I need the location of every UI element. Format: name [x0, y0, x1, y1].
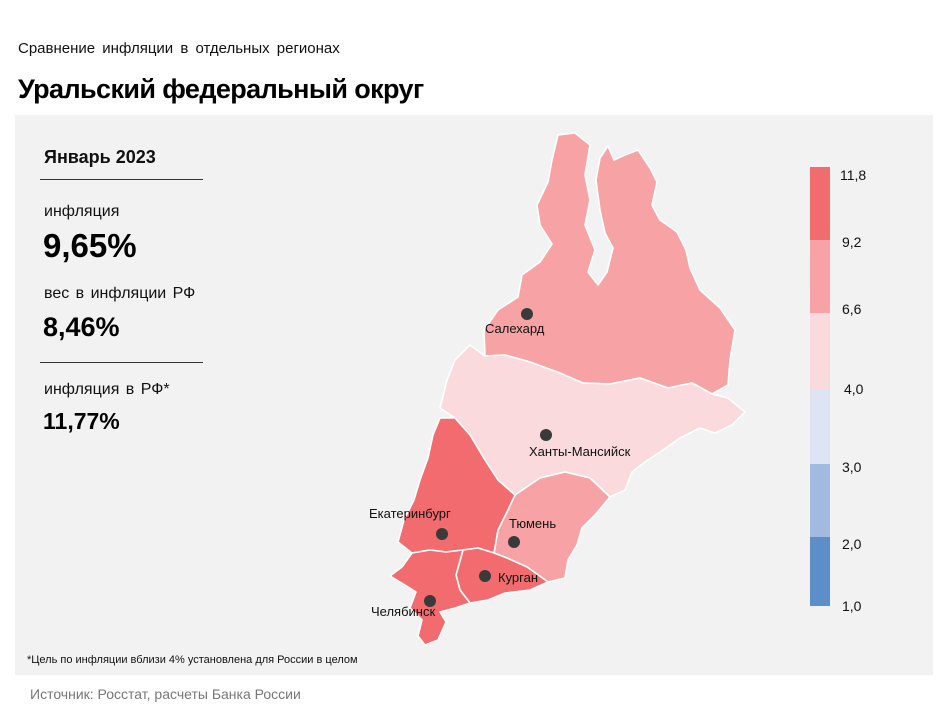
legend-swatch-3 [810, 389, 830, 464]
kurgan-dot [479, 570, 491, 582]
divider-top [40, 179, 203, 180]
rf-inflation-value: 11,77% [43, 408, 120, 434]
legend-swatch-5 [810, 537, 830, 606]
legend-label-11-8: 11,8 [840, 167, 866, 183]
period-label: Январь 2023 [44, 147, 156, 167]
source-note: Источник: Росстат, расчеты Банка России [30, 686, 301, 702]
tyumen-label: Тюмень [509, 516, 556, 531]
legend-label-3-0: 3,0 [842, 459, 862, 475]
tyumen-dot [508, 536, 520, 548]
legend-swatch-2 [810, 313, 830, 389]
khanty-mansiysk-dot [540, 429, 552, 441]
rf-inflation-label: инфляция в РФ* [44, 381, 170, 398]
legend-label-9-2: 9,2 [842, 234, 862, 250]
salekhard-label: Салехард [485, 321, 545, 336]
color-legend: 11,8 9,2 6,6 4,0 3,0 2,0 1,0 [810, 167, 866, 614]
yekaterinburg-label: Екатеринбург [369, 506, 451, 521]
kurgan-label: Курган [498, 570, 538, 585]
legend-label-1-0: 1,0 [842, 598, 862, 614]
weight-label: вес в инфляции РФ [44, 285, 196, 302]
legend-swatch-4 [810, 464, 830, 537]
city-markers: Салехард Ханты-Мансийск Екатеринбург Тюм… [369, 308, 631, 619]
region-yamalo-nenets [483, 132, 736, 395]
footnote: *Цель по инфляции вблизи 4% установлена … [27, 654, 358, 666]
page-title: Уральский федеральный округ [18, 74, 424, 104]
divider-bottom [40, 362, 203, 363]
khanty-mansiysk-label: Ханты-Мансийск [529, 444, 631, 459]
chelyabinsk-dot [424, 595, 436, 607]
weight-value: 8,46% [43, 312, 120, 342]
salekhard-dot [521, 308, 533, 320]
yekaterinburg-dot [436, 528, 448, 540]
legend-label-6-6: 6,6 [842, 301, 862, 317]
chelyabinsk-label: Челябинск [371, 604, 435, 619]
legend-swatch-0 [810, 167, 830, 240]
page-subtitle: Сравнение инфляции в отдельных регионах [18, 40, 340, 57]
inflation-value: 9,65% [43, 227, 137, 264]
inflation-label: инфляция [44, 203, 120, 220]
legend-label-4-0: 4,0 [844, 381, 864, 397]
legend-swatch-1 [810, 240, 830, 313]
legend-label-2-0: 2,0 [842, 536, 862, 552]
